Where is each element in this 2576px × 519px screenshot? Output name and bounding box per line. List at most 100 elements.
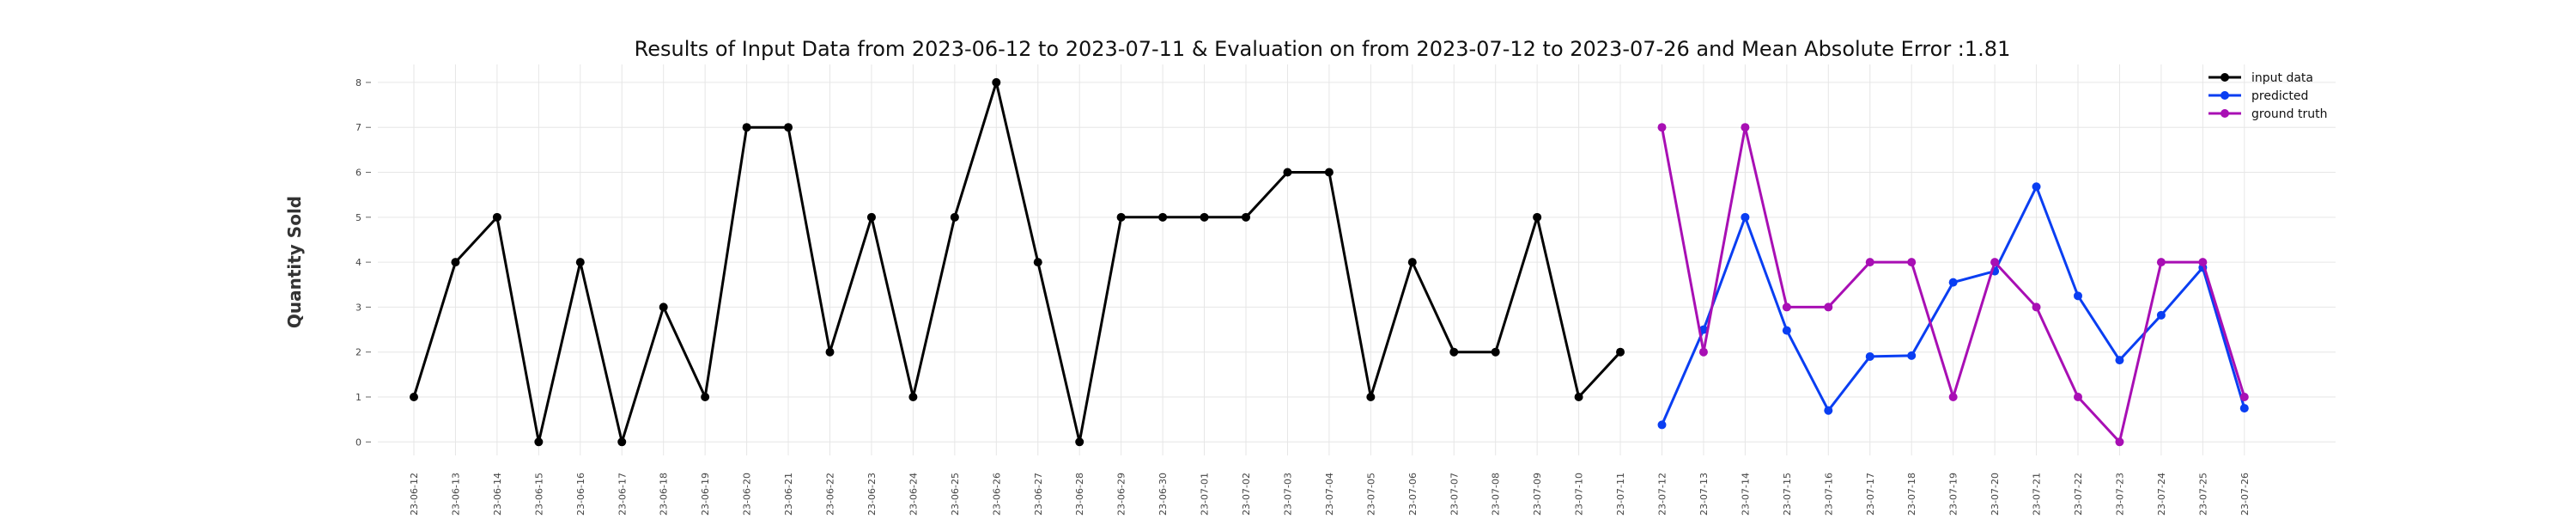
x-tick-label: -23-06-17	[617, 473, 628, 516]
data-point	[1242, 212, 1250, 222]
y-tick-label: 1	[355, 392, 361, 403]
x-tick-label: -23-07-16	[1823, 473, 1834, 516]
x-tick-label: -23-06-19	[700, 473, 711, 516]
data-point	[1782, 302, 1791, 312]
data-point	[1782, 326, 1791, 335]
data-point	[617, 437, 627, 447]
x-tick-label: -23-07-15	[1782, 473, 1793, 516]
y-axis-label: Quantity Sold	[284, 196, 305, 328]
data-point	[2239, 404, 2249, 413]
data-point	[1449, 347, 1459, 357]
data-point	[701, 393, 710, 402]
chart-title: Results of Input Data from 2023-06-12 to…	[635, 37, 2011, 61]
data-point	[1283, 168, 1292, 177]
data-point	[1824, 302, 1833, 312]
grid	[366, 64, 2336, 455]
series-layer	[410, 77, 2249, 447]
data-point	[1657, 123, 1667, 132]
data-point	[1324, 168, 1334, 177]
data-point	[2198, 258, 2208, 267]
legend-swatch-marker	[2221, 91, 2229, 100]
data-point	[1948, 278, 1958, 287]
x-tick-label: -23-07-11	[1615, 473, 1626, 516]
data-point	[2074, 393, 2082, 402]
x-tick-label: -23-06-24	[908, 473, 919, 516]
x-tick-label: -23-07-19	[1948, 473, 1959, 516]
data-point	[1698, 325, 1708, 334]
data-point	[1907, 351, 1917, 360]
x-tick-label: -23-07-24	[2156, 473, 2167, 516]
data-point	[1533, 212, 1542, 222]
data-point	[742, 123, 751, 132]
data-point	[1574, 393, 1583, 402]
data-point	[2074, 291, 2082, 301]
x-tick-label: -23-07-14	[1740, 473, 1751, 516]
legend-entry-label: input data	[2251, 71, 2313, 85]
x-tick-label: -23-07-05	[1365, 473, 1376, 516]
x-tick-label: -23-07-10	[1574, 473, 1585, 516]
data-point	[2156, 258, 2166, 267]
data-point	[659, 302, 668, 312]
data-point	[1407, 258, 1417, 267]
x-tick-label: -23-07-01	[1200, 473, 1211, 516]
data-point	[1907, 258, 1917, 267]
x-tick-label: -23-06-14	[492, 473, 503, 516]
x-tick-label: -23-07-18	[1906, 473, 1917, 516]
x-tick-label: -23-06-28	[1074, 473, 1085, 516]
x-tick-label: -23-06-15	[533, 473, 544, 516]
data-point	[1741, 123, 1750, 132]
x-tick-label: -23-06-27	[1033, 473, 1044, 516]
x-tick-label: -23-07-09	[1532, 473, 1543, 516]
x-tick-label: -23-06-16	[575, 473, 586, 516]
x-tick-label: -23-06-25	[950, 473, 961, 516]
data-point	[2115, 437, 2124, 447]
data-point	[784, 123, 793, 132]
data-point	[1200, 212, 1209, 222]
data-point	[1698, 347, 1708, 357]
data-point	[575, 258, 585, 267]
x-tick-label: -23-06-21	[783, 473, 794, 516]
x-tick-label: -23-07-26	[2239, 473, 2251, 516]
data-point	[1075, 437, 1084, 447]
data-point	[2239, 393, 2249, 402]
x-tick-label: -23-07-25	[2197, 473, 2208, 516]
x-tick-label: -23-06-30	[1157, 473, 1169, 516]
data-point	[492, 212, 501, 222]
x-tick-label: -23-07-04	[1324, 473, 1335, 516]
x-tick-label: -23-07-08	[1491, 473, 1502, 516]
data-point	[825, 347, 835, 357]
x-tick-label: -23-07-22	[2073, 473, 2084, 516]
x-tick-label: -23-06-23	[866, 473, 878, 516]
x-tick-label: -23-07-23	[2114, 473, 2125, 516]
y-tick-label: 4	[355, 257, 361, 268]
data-point	[1158, 212, 1168, 222]
y-tick-label: 0	[355, 437, 361, 448]
data-point	[2115, 356, 2124, 365]
data-point	[2156, 310, 2166, 320]
legend-swatch-marker	[2221, 109, 2229, 118]
legend-entry-label: ground truth	[2251, 107, 2327, 121]
y-tick-label: 7	[355, 122, 361, 133]
x-tick-label: -23-06-26	[991, 473, 1002, 516]
x-tick-label: -23-06-18	[659, 473, 670, 516]
data-point	[1657, 420, 1667, 430]
x-tick-label: -23-07-07	[1449, 473, 1460, 516]
data-point	[410, 393, 418, 402]
legend: input data predicted ground truth	[2208, 71, 2327, 121]
x-tick-label: -23-06-22	[825, 473, 836, 516]
x-tick-label: -23-07-21	[2032, 473, 2043, 516]
data-point	[950, 212, 959, 222]
data-point	[1824, 406, 1833, 415]
y-tick-label: 5	[355, 212, 361, 223]
x-tick-label: -23-06-13	[450, 473, 461, 516]
data-point	[1948, 393, 1958, 402]
data-point	[451, 258, 460, 267]
data-point	[1116, 212, 1126, 222]
y-tick-label: 3	[355, 302, 361, 313]
y-tick-label: 8	[355, 77, 361, 89]
data-point	[1491, 347, 1500, 357]
legend-entry-label: predicted	[2251, 89, 2308, 103]
x-tick-label: -23-06-29	[1116, 473, 1127, 516]
data-point	[1741, 212, 1750, 222]
